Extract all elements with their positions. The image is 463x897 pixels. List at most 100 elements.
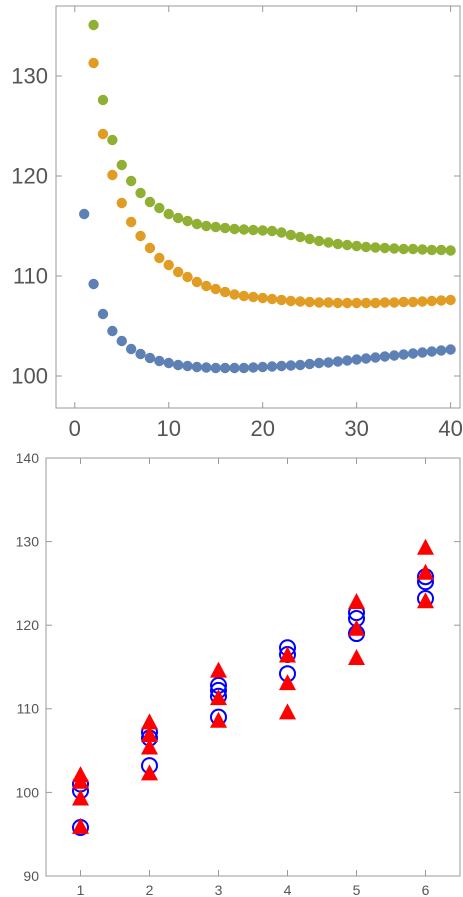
data-point [426,244,438,256]
data-point [445,344,456,355]
data-point [304,358,315,370]
data-point-triangle [417,563,434,580]
data-point [370,297,381,309]
data-point [332,356,344,367]
data-point [398,243,409,255]
data-point [97,94,109,106]
data-point [313,235,325,247]
data-point [398,296,409,308]
data-point [172,266,184,278]
series-2 [88,57,456,309]
data-point [389,297,400,308]
data-point [144,352,156,364]
data-point [182,215,193,227]
data-point [154,252,165,264]
y-tick-label: 90 [23,868,39,884]
data-point [125,175,137,187]
data-point [436,244,447,256]
data-point [210,362,221,374]
data-point [276,294,287,306]
data-point [248,224,259,236]
data-point [219,362,231,374]
data-point [191,361,203,373]
x-tick-label: 0 [69,416,81,441]
data-point [182,360,193,372]
y-tick-label: 100 [11,364,48,389]
data-point [191,276,203,288]
data-point [426,295,438,307]
plot-frame [55,5,461,409]
data-point [370,352,381,363]
x-tick-label: 2 [146,882,154,897]
x-tick-label: 20 [250,416,274,441]
data-point-triangle [210,661,227,678]
data-point [154,202,165,214]
data-point [201,280,212,292]
data-point [135,230,146,242]
top-scatter-chart: 0 10 20 30 40 100 110 120 130 [11,5,463,441]
data-point-triangle [141,764,158,781]
data-point [219,286,231,298]
data-point [125,216,137,228]
data-point [295,296,306,307]
data-point [304,233,315,245]
data-point [257,225,268,236]
data-point [295,359,306,371]
data-point [88,278,99,290]
data-point [163,208,174,220]
data-point-triangle [417,592,434,609]
data-point [323,237,334,248]
series-2 [72,538,434,834]
data-point-triangle [210,711,227,728]
y-tick-label: 120 [11,164,48,189]
x-tick-label: 1 [77,882,85,897]
data-point [342,297,353,309]
data-point [417,347,428,358]
data-point [323,357,334,368]
data-point [370,242,381,253]
series-1 [72,568,434,837]
data-point [229,289,240,300]
y-tick-label: 140 [16,450,40,466]
data-point [238,290,250,302]
x-tick-label: 10 [157,416,181,441]
data-point-triangle [279,703,296,720]
data-point [97,128,109,140]
data-point [163,357,174,369]
series-3 [88,19,456,256]
y-tick-label: 130 [11,64,48,89]
y-tick-label: 100 [16,784,40,800]
data-point [295,231,306,243]
data-point [229,362,240,374]
data-point [323,297,334,308]
data-point [107,169,118,181]
data-point [351,240,362,252]
data-point [332,297,344,309]
data-point-triangle [72,817,89,834]
data-point [417,296,428,307]
data-point [248,362,259,373]
data-point [342,239,353,251]
x-tick-label: 6 [422,882,430,897]
data-point [219,222,231,234]
y-tick-label: 110 [13,264,48,289]
data-point [88,19,99,31]
data-point [417,244,428,255]
data-point [285,295,297,307]
data-point [163,259,174,271]
data-point [238,362,250,374]
data-point [379,242,391,254]
data-point [426,346,438,357]
data-point [379,297,391,308]
data-point [257,292,268,304]
data-point [389,350,400,361]
data-point [342,355,353,366]
x-tick-label: 30 [344,416,368,441]
data-point [266,293,278,305]
data-point [191,218,203,230]
data-point-triangle [279,674,296,691]
data-point-triangle [141,713,158,730]
data-point-triangle [417,538,434,555]
x-tick-label: 3 [215,882,223,897]
data-point [398,349,409,360]
